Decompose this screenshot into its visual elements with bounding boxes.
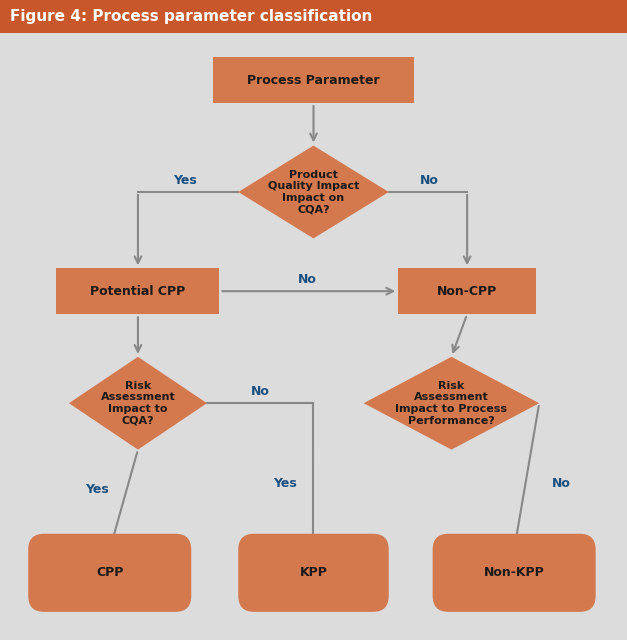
Text: No: No — [552, 477, 571, 490]
Text: CPP: CPP — [96, 566, 124, 579]
Polygon shape — [364, 357, 539, 450]
Polygon shape — [69, 357, 207, 450]
FancyBboxPatch shape — [213, 57, 414, 103]
Text: Yes: Yes — [173, 174, 197, 187]
Text: Non-KPP: Non-KPP — [484, 566, 544, 579]
Text: No: No — [298, 273, 317, 286]
FancyBboxPatch shape — [398, 268, 536, 314]
Text: Risk
Assessment
Impact to
CQA?: Risk Assessment Impact to CQA? — [100, 381, 176, 426]
Text: Non-CPP: Non-CPP — [437, 285, 497, 298]
FancyBboxPatch shape — [238, 534, 389, 612]
Text: Potential CPP: Potential CPP — [90, 285, 186, 298]
Text: Process Parameter: Process Parameter — [247, 74, 380, 86]
Text: Figure 4: Process parameter classification: Figure 4: Process parameter classificati… — [10, 9, 372, 24]
FancyBboxPatch shape — [0, 0, 627, 33]
FancyBboxPatch shape — [433, 534, 596, 612]
Text: Yes: Yes — [273, 477, 297, 490]
Polygon shape — [238, 146, 389, 239]
Text: No: No — [420, 174, 439, 187]
Text: Yes: Yes — [85, 483, 109, 496]
Text: Risk
Assessment
Impact to Process
Performance?: Risk Assessment Impact to Process Perfor… — [396, 381, 507, 426]
FancyBboxPatch shape — [56, 268, 219, 314]
Text: Product
Quality Impact
Impact on
CQA?: Product Quality Impact Impact on CQA? — [268, 170, 359, 214]
FancyBboxPatch shape — [28, 534, 191, 612]
Text: KPP: KPP — [300, 566, 327, 579]
Text: No: No — [251, 385, 270, 398]
